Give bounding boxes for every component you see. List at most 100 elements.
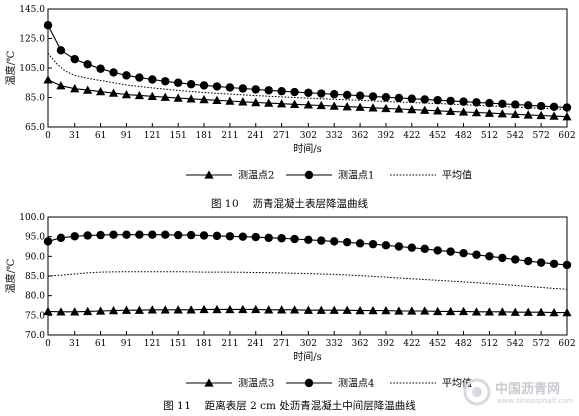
data-point (251, 304, 261, 314)
data-point (290, 234, 299, 244)
data-point (238, 84, 248, 93)
data-point (148, 230, 157, 239)
x-tick-label: 31 (69, 339, 80, 349)
data-point (329, 305, 339, 314)
x-tick-label: 512 (481, 339, 498, 349)
data-point (355, 102, 365, 111)
y-tick-label: 145.0 (19, 5, 45, 15)
data-point (160, 92, 170, 101)
data-point (510, 307, 520, 316)
x-tick-label: 572 (533, 339, 550, 349)
x-axis-title: 时间/s (293, 142, 322, 155)
data-point (549, 259, 559, 269)
data-point (433, 95, 442, 105)
data-point (562, 112, 572, 121)
data-point (95, 306, 106, 315)
data-point (43, 306, 53, 316)
data-point (290, 87, 299, 97)
data-point (212, 95, 222, 104)
legend-label: 测温点3 (238, 377, 274, 390)
y-axis-title: 温度/℃ (4, 259, 17, 294)
y-tick-label: 105.0 (19, 64, 45, 74)
data-point (316, 100, 326, 110)
data-point (238, 304, 248, 314)
data-point (70, 307, 80, 316)
x-tick-label: 572 (533, 131, 550, 141)
data-point (56, 81, 66, 90)
data-point (446, 106, 456, 116)
data-point (524, 101, 533, 110)
data-point (277, 234, 286, 243)
data-point (264, 86, 273, 95)
data-point (96, 64, 105, 73)
x-tick-label: 392 (377, 131, 394, 141)
data-point (277, 86, 286, 96)
data-point (394, 93, 404, 103)
data-point (368, 239, 378, 249)
legend-marker (204, 170, 214, 179)
data-point (433, 246, 442, 255)
data-point (238, 97, 248, 106)
data-point (420, 244, 429, 254)
data-point (394, 104, 404, 113)
data-point (173, 305, 183, 314)
x-tick-label: 302 (300, 339, 317, 349)
watermark-logo-icon (463, 378, 491, 406)
data-point (83, 60, 92, 69)
y-tick-label: 125.0 (19, 35, 45, 45)
y-tick-label: 80.0 (25, 292, 45, 302)
y-tick-label: 85.0 (25, 94, 45, 104)
y-tick-label: 95.0 (25, 233, 45, 243)
caption-label: 图 (210, 198, 222, 210)
x-tick-label: 452 (429, 339, 446, 349)
legend-marker (304, 378, 314, 388)
data-point (329, 101, 339, 110)
data-point (342, 90, 352, 100)
data-point (238, 232, 248, 241)
data-point (70, 84, 80, 93)
legend-label: 平均值 (442, 377, 472, 390)
x-tick-label: 181 (195, 339, 212, 349)
data-point (407, 243, 417, 252)
data-point (446, 247, 455, 256)
data-point (407, 94, 417, 103)
data-point (368, 103, 378, 112)
x-tick-label: 121 (144, 339, 161, 349)
data-point (134, 90, 144, 100)
x-tick-label: 121 (144, 131, 161, 141)
data-point (212, 82, 222, 91)
x-tick-label: 302 (300, 131, 317, 141)
data-point (148, 75, 157, 84)
watermark: 中国沥青网 www.sinoasphalt.com (463, 376, 573, 410)
x-tick-label: 61 (95, 339, 106, 349)
data-point (135, 230, 144, 239)
data-point (173, 93, 183, 102)
data-point (199, 81, 209, 90)
data-point (173, 78, 183, 87)
data-point (147, 91, 157, 100)
data-point (407, 104, 417, 114)
y-axis-title: 温度/℃ (4, 51, 17, 86)
data-point (524, 256, 533, 266)
data-point (160, 305, 170, 314)
data-point (251, 97, 261, 107)
x-tick-label: 332 (326, 131, 343, 141)
x-tick-label: 512 (481, 131, 498, 141)
x-tick-label: 362 (351, 131, 368, 141)
data-point (161, 230, 170, 239)
data-point (95, 87, 106, 96)
data-point (381, 103, 391, 113)
data-point (225, 96, 235, 105)
x-tick-label: 241 (247, 339, 264, 349)
y-tick-label: 70.0 (25, 331, 45, 341)
data-point (471, 107, 482, 117)
data-point (83, 85, 93, 94)
data-point (394, 242, 404, 251)
data-point (536, 258, 546, 267)
caption-title: 沥青混凝土表层降温曲线 (252, 198, 369, 210)
data-point (186, 80, 196, 89)
x-tick-label: 0 (45, 131, 51, 141)
data-point (83, 306, 93, 316)
data-point (485, 98, 494, 108)
data-point (355, 306, 365, 315)
